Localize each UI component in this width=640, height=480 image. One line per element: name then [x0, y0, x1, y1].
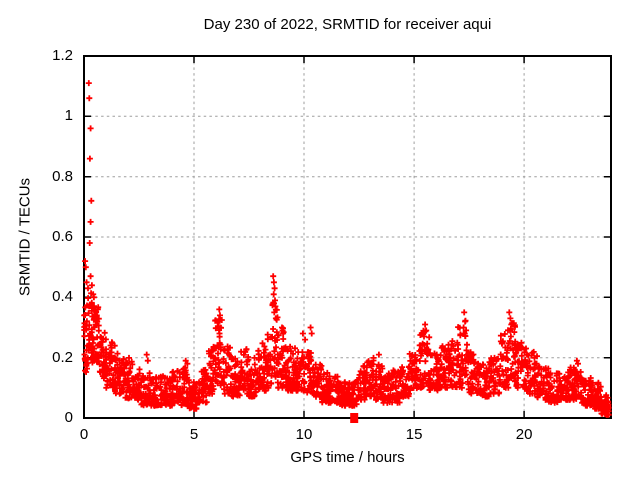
- y-tick-label-0: 0: [64, 409, 73, 426]
- x-axis-label: GPS time / hours: [290, 449, 405, 466]
- data-points: [81, 80, 612, 418]
- y-tick-label-0.8: 0.8: [52, 167, 73, 185]
- y-tick-label-0.6: 0.6: [52, 228, 73, 245]
- x-tick-label-20: 20: [515, 426, 533, 443]
- y-tick-label-1: 1: [64, 107, 73, 125]
- axis-ticks: [83, 55, 611, 419]
- x-tick-label-0: 0: [79, 426, 89, 443]
- chart-title: Day 230 of 2022, SRMTID for receiver aqu…: [203, 16, 492, 33]
- y-tick-label-0.2: 0.2: [52, 348, 73, 366]
- y-tick-label-0.4: 0.4: [52, 288, 73, 306]
- x-tick-label-5: 5: [189, 426, 199, 443]
- x-tick-label-10: 10: [295, 426, 313, 443]
- x-tick-label-15: 15: [405, 426, 423, 443]
- y-tick-label-1.2: 1.2: [52, 47, 73, 64]
- grid-lines: [84, 56, 611, 418]
- zero-value-marker: [350, 413, 359, 423]
